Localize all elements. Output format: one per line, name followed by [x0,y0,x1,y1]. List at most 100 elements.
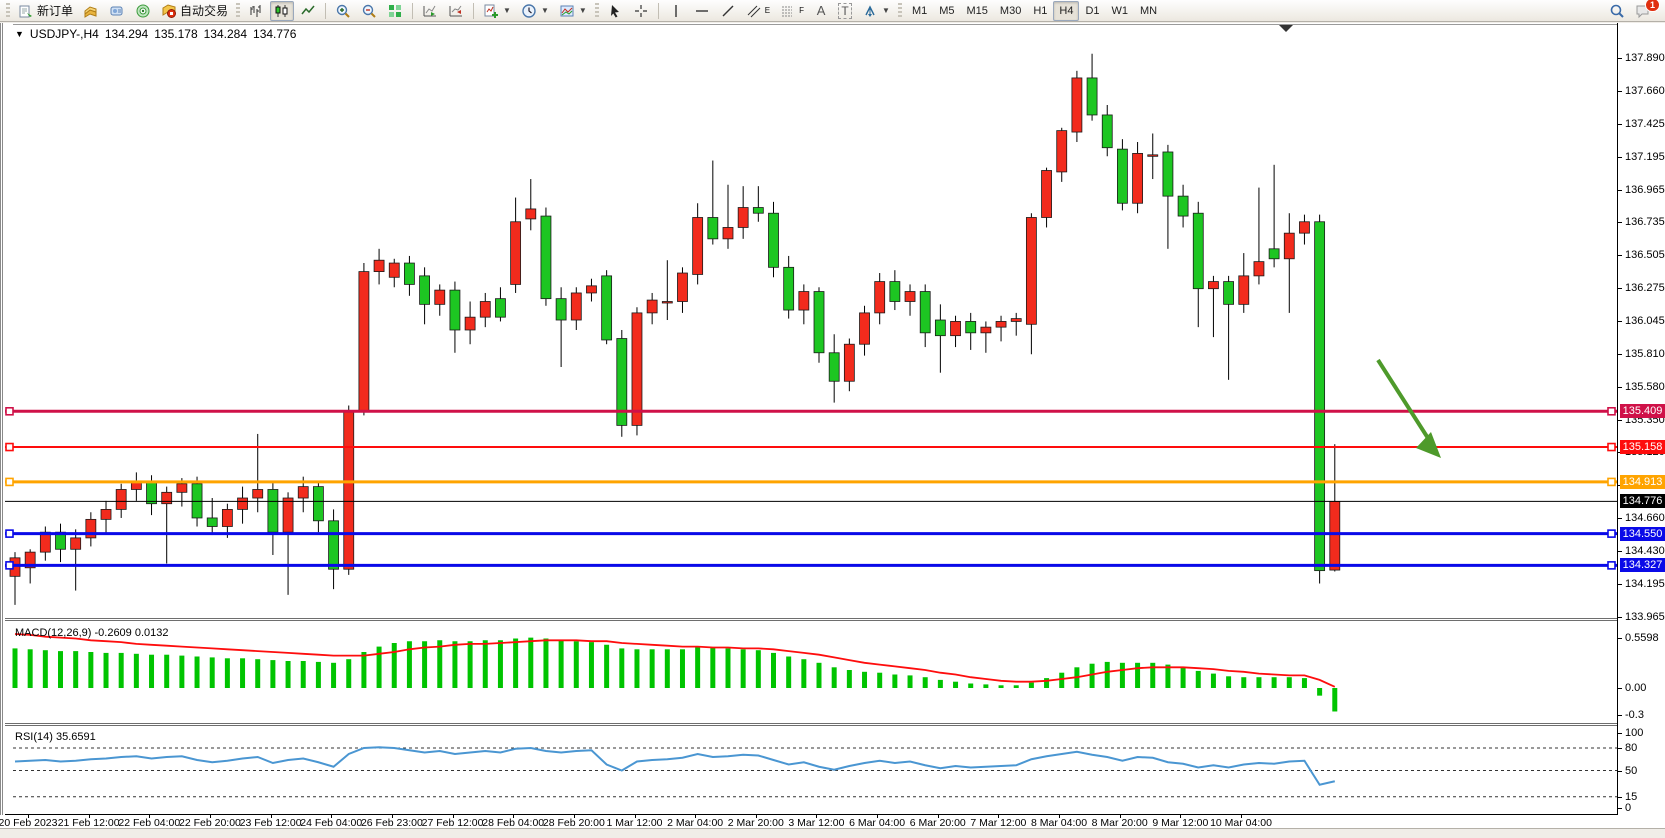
time-axis[interactable]: 20 Feb 2023 21 Feb 12:00 22 Feb 04:00 22 Fe… [0,815,1665,829]
candle-body[interactable] [85,518,97,539]
new-order-button[interactable]: 新订单 [14,1,77,21]
candle-body[interactable] [859,312,870,345]
candle-body[interactable] [919,291,931,334]
line-handle[interactable] [5,561,14,570]
candle-body[interactable] [783,266,795,311]
candle-body[interactable] [540,215,552,300]
line-handle[interactable] [5,477,14,487]
candle-body[interactable] [297,486,309,499]
symbol-dropdown-icon[interactable]: ▼ [15,29,24,39]
candle-body[interactable] [161,491,173,505]
price-chart-canvas[interactable] [5,24,1620,815]
candle-body[interactable] [449,289,461,331]
candle-body[interactable] [752,207,764,214]
candle-body[interactable] [146,480,157,505]
timeframe-button-d1[interactable]: D1 [1085,4,1100,17]
candle-body[interactable] [267,489,279,533]
candle-body[interactable] [692,217,704,275]
candle-body[interactable] [495,298,506,318]
candle-body[interactable] [1283,232,1295,260]
candle-body[interactable] [525,208,537,220]
search-button[interactable] [1605,1,1629,21]
text-label-tool-button[interactable]: T [834,1,856,21]
candle-body[interactable] [191,483,203,519]
chart-shift-marker[interactable] [1279,25,1293,32]
candle-body[interactable] [1010,318,1022,322]
templates-button[interactable]: ▼ [555,1,591,21]
candle-body[interactable] [510,221,522,285]
candle-body[interactable] [813,291,825,354]
timeframe-button-m30[interactable]: M30 [999,4,1022,17]
candle-body[interactable] [601,275,613,341]
candle-body[interactable] [373,259,385,272]
candlestick-chart-button[interactable] [270,0,295,21]
candle-body[interactable] [965,321,977,334]
candle-body[interactable] [1041,170,1052,218]
candle-body[interactable] [282,497,294,533]
timeframe-button-mn[interactable]: MN [1140,4,1158,17]
plot-area[interactable]: ▼ USDJPY-,H4 134.294 135.178 134.284 134… [0,23,1620,815]
candle-body[interactable] [1299,221,1310,234]
candle-body[interactable] [1329,501,1341,571]
periods-button[interactable]: ▼ [517,1,553,21]
trendline-tool-button[interactable] [716,1,740,21]
annotation-arrow-head[interactable] [1416,432,1441,458]
candle-body[interactable] [1071,77,1083,133]
candle-body[interactable] [343,410,355,570]
candle-body[interactable] [479,301,491,318]
candle-body[interactable] [434,289,446,305]
new-chart-button[interactable] [79,1,103,21]
zoom-out-button[interactable] [357,1,381,21]
candle-body[interactable] [1253,261,1265,277]
line-handle[interactable] [1607,561,1616,570]
cursor-button[interactable] [603,1,627,21]
crosshair-button[interactable] [629,1,653,21]
timeframe-button-m1[interactable]: M1 [911,4,928,17]
candle-body[interactable] [464,316,476,331]
candle-body[interactable] [1192,212,1204,290]
candle-body[interactable] [798,291,810,311]
candle-body[interactable] [677,272,688,302]
candle-body[interactable] [1101,114,1113,149]
auto-trading-button[interactable]: 自动交易 [157,1,232,21]
timeframe-button-h1[interactable]: H1 [1033,4,1048,17]
auto-scroll-button[interactable] [418,1,442,21]
candle-body[interactable] [707,217,719,240]
candle-body[interactable] [1056,130,1068,173]
candle-body[interactable] [828,352,840,382]
line-handle[interactable] [5,529,14,538]
candle-body[interactable] [115,489,127,510]
candle-body[interactable] [995,321,1007,328]
candle-body[interactable] [252,489,264,499]
candle-body[interactable] [312,486,324,522]
market-watch-button[interactable] [131,1,155,21]
annotation-arrow-shaft[interactable] [1376,358,1435,448]
candle-body[interactable] [206,517,218,527]
candle-body[interactable] [889,281,901,302]
price-axis[interactable]: 137.890 137.660 137.425 137.195 136.965 136.7… [1617,23,1665,815]
candle-body[interactable] [404,262,415,285]
line-handle[interactable] [1607,529,1616,538]
candle-body[interactable] [1314,221,1326,572]
candle-body[interactable] [904,291,916,302]
candle-body[interactable] [874,281,886,314]
candle-body[interactable] [100,509,112,520]
text-tool-button[interactable]: A [810,1,832,21]
bar-chart-button[interactable] [244,1,268,21]
candle-body[interactable] [1238,275,1250,305]
candle-body[interactable] [1162,151,1174,197]
candle-body[interactable] [1117,148,1128,204]
line-handle[interactable] [1607,406,1616,416]
timeframe-button-m5[interactable]: M5 [939,4,955,17]
line-chart-button[interactable] [296,1,320,21]
timeframe-button-m15[interactable]: M15 [966,4,988,17]
candle-body[interactable] [419,275,430,305]
candle-body[interactable] [737,207,749,228]
candle-body[interactable] [1268,248,1280,260]
zoom-in-button[interactable] [331,1,355,21]
vertical-line-tool-button[interactable] [664,1,688,21]
candle-body[interactable] [616,338,628,426]
indicators-button[interactable]: ▼ [479,1,515,21]
line-handle[interactable] [1607,477,1616,487]
arrows-tool-button[interactable]: ▼ [858,1,894,21]
